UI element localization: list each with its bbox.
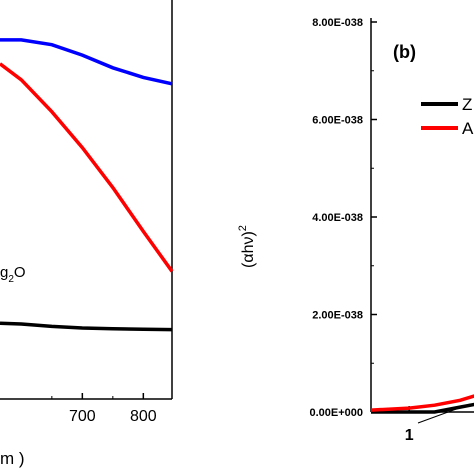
panel-a: 700 800 g2O m ) [0,0,174,468]
panel-b-annotation-arrow [417,403,471,424]
panel-a-x-axis-label: m ) [0,449,25,468]
panel-b-y-tick-label-2: 4.00E-038 [312,212,363,224]
panel-b-y-tick-label-1: 2.00E-038 [312,310,363,322]
panel-a-x-ticks: 700 800 [51,393,157,425]
panel-b-label: (b) [393,42,416,62]
panel-a-x-tick-label-800: 800 [130,408,157,425]
panel-b-x-tick-label-0: 1 [405,427,414,444]
panel-a-series-line-0 [0,38,173,86]
svg-text:(αhν)2: (αhν)2 [237,225,257,268]
panel-b: 0.00E+000 2.00E-038 4.00E-038 6.00E-038 8.00… [237,17,474,444]
panel-b-series-line-1 [370,394,474,412]
panel-a-series-line-1 [0,62,174,273]
panel-b-legend-label-1: A [462,119,474,138]
panel-b-y-tick-label-0: 0.00E+000 [309,407,363,419]
panel-b-legend: ZA [421,95,474,138]
panel-b-y-tick-label-4: 8.00E-038 [312,17,363,29]
panel-b-y-ticks: 0.00E+000 2.00E-038 4.00E-038 6.00E-038 8.00… [309,17,377,419]
panel-a-legend-fragment: g2O [0,264,26,285]
panel-b-series [370,394,474,414]
panel-b-series-line-0 [371,402,474,414]
panel-b-legend-label-0: Z [462,95,472,114]
panel-a-series [0,38,174,332]
panel-a-x-tick-label-700: 700 [69,408,96,425]
panel-b-y-axis-label: (αhν)2 [237,225,257,268]
panel-a-series-line-2 [0,321,173,332]
panel-b-y-tick-label-3: 6.00E-038 [312,115,363,127]
